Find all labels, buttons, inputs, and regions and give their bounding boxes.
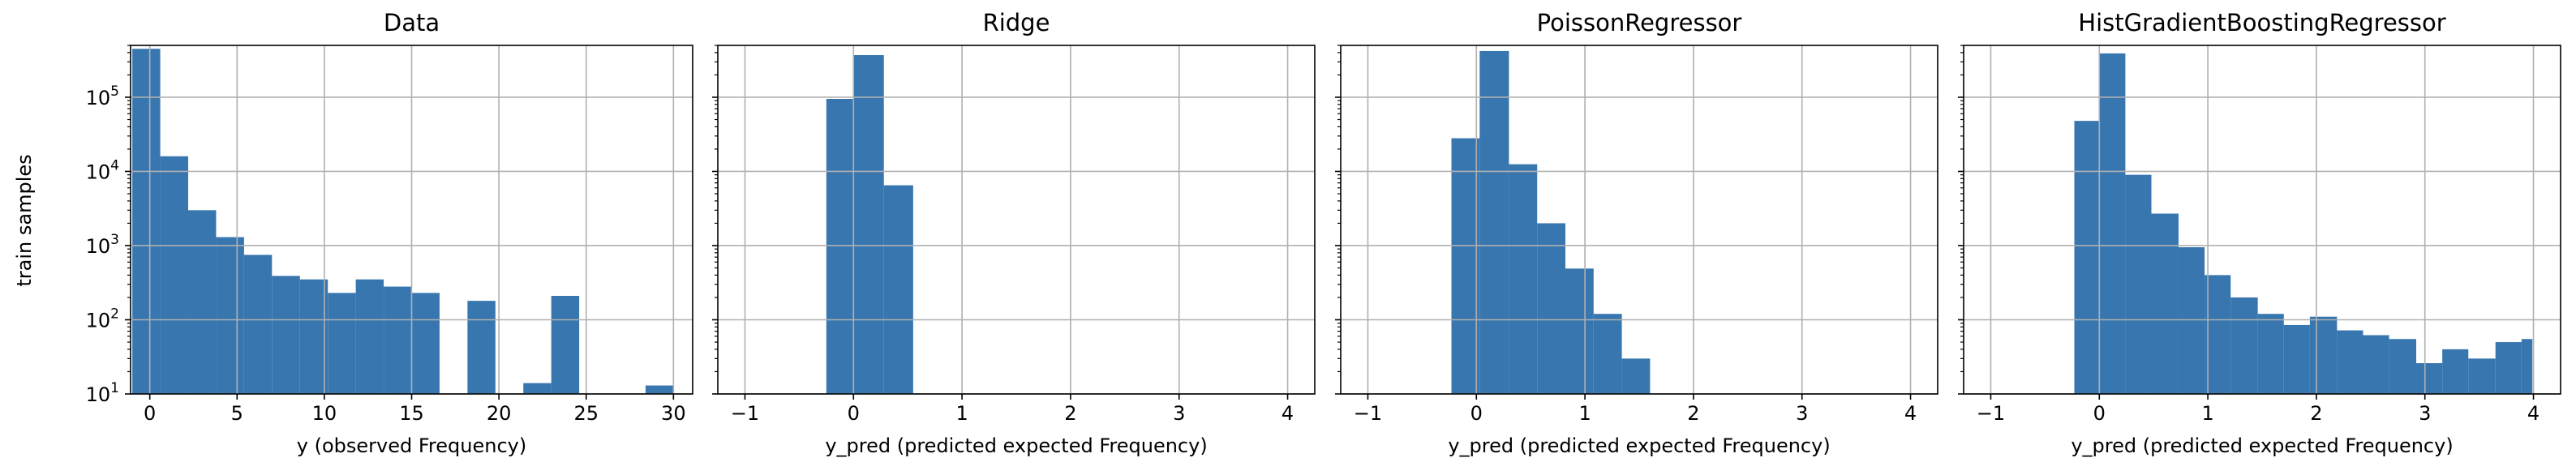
x-tick-label: 25 [573, 402, 599, 425]
histogram-bar [2389, 339, 2417, 394]
histogram-bar [2468, 358, 2496, 394]
x-tick-label: 4 [1904, 402, 1917, 425]
histogram-bar [384, 286, 412, 394]
histogram-bar [2283, 324, 2310, 394]
x-tick-label: 2 [1687, 402, 1699, 425]
x-tick-label: 5 [231, 402, 243, 425]
subplot-3: −1 0 1 2 3 4 PoissonRegressor y_pred (predicted… [1335, 9, 1938, 457]
histogram-bar [160, 156, 189, 394]
x-tick-label: 20 [487, 402, 512, 425]
y-tick-label: 101 [86, 380, 119, 406]
histogram-bar [2151, 213, 2179, 394]
subplot-title: Data [384, 9, 440, 36]
histogram-bar [467, 301, 496, 394]
axes-frame [1340, 45, 1938, 395]
x-tick-label: 0 [848, 402, 860, 425]
histogram-bar [132, 49, 161, 394]
grid-lines [131, 45, 693, 395]
histogram-bars [1451, 50, 1651, 394]
histogram-bar [1593, 314, 1622, 394]
x-tick-label: 30 [661, 402, 686, 425]
histogram-bar [826, 99, 854, 394]
x-tick-label: 4 [1282, 402, 1294, 425]
x-axis-label: y_pred (predicted expected Frequency) [825, 434, 1207, 457]
histogram-bars [826, 54, 913, 394]
x-tick-label: 0 [144, 402, 156, 425]
histogram-bars [132, 49, 674, 394]
histogram-bar [2099, 53, 2126, 394]
x-tick-label: −1 [1977, 402, 2005, 425]
x-tick-label: 0 [1470, 402, 1483, 425]
x-tick-label: 1 [2201, 402, 2213, 425]
subplot-4: −1 0 1 2 3 4 HistGradientBoostingRegressor y_pr… [1958, 9, 2561, 457]
x-tick-label: 2 [1064, 402, 1076, 425]
x-tick-label: 1 [1578, 402, 1591, 425]
subplot-title: Ridge [983, 9, 1050, 36]
histogram-bar [411, 293, 440, 394]
histogram-bar [1565, 268, 1594, 394]
x-tick-label: 3 [1173, 402, 1185, 425]
y-tick-label: 105 [86, 83, 119, 109]
y-axis-label: train samples [13, 154, 36, 286]
subplot-1: 0 5 10 15 20 25 30 101 102 103 104 105 Data y (observ… [86, 9, 693, 457]
subplot-2: −1 0 1 2 3 4 Ridge y_pred (predicted expected F… [712, 9, 1316, 457]
histogram-bar [328, 293, 356, 394]
histogram-bar [2205, 275, 2231, 394]
x-tick-label: 4 [2527, 402, 2540, 425]
histogram-bars [2074, 53, 2533, 394]
x-tick-label: 1 [955, 402, 968, 425]
grid-lines [1341, 45, 1938, 395]
x-tick-label: 15 [399, 402, 424, 425]
histogram-bar [551, 296, 580, 394]
histogram-bar [2495, 342, 2522, 394]
histogram-bar [2178, 247, 2205, 394]
histogram-bar [2309, 316, 2338, 394]
histogram-bar [1451, 138, 1480, 394]
histogram-bar [216, 237, 244, 394]
histogram-bar [2521, 339, 2533, 394]
histogram-bar [523, 383, 552, 394]
x-tick-label: 2 [2310, 402, 2322, 425]
histogram-bar [2230, 297, 2258, 394]
x-tick-label: 10 [312, 402, 337, 425]
axes-frame [717, 45, 1316, 395]
histogram-bar [883, 185, 913, 394]
histogram-bar [1479, 50, 1509, 394]
x-tick-label: 0 [2093, 402, 2106, 425]
axes-frame [1963, 45, 2561, 395]
y-tick-label: 103 [86, 232, 119, 258]
histogram-bar [355, 279, 384, 394]
histogram-bar [2257, 314, 2284, 394]
x-tick-label: −1 [1354, 402, 1382, 425]
x-axis-label: y (observed Frequency) [297, 434, 526, 457]
histogram-bar [1509, 164, 1538, 394]
histogram-bar [2337, 330, 2363, 394]
histogram-bar [2442, 349, 2469, 394]
histogram-bar [853, 54, 884, 394]
x-tick-label: 3 [2419, 402, 2431, 425]
histogram-bar [299, 279, 328, 394]
x-tick-label: 3 [1796, 402, 1808, 425]
histogram-bar [2363, 335, 2389, 394]
histogram-bar [243, 255, 273, 394]
histogram-bar [272, 276, 300, 394]
histogram-bar [2074, 121, 2100, 394]
grid-lines [718, 45, 1315, 395]
histogram-bar [2125, 174, 2152, 394]
subplot-title: HistGradientBoostingRegressor [2078, 9, 2445, 36]
y-tick-label: 102 [86, 306, 119, 332]
y-tick-label: 104 [86, 157, 119, 183]
histogram-bar [645, 385, 674, 394]
subplot-title: PoissonRegressor [1537, 9, 1742, 36]
histogram-bar [1537, 223, 1565, 394]
x-axis-label: y_pred (predicted expected Frequency) [1448, 434, 1830, 457]
histogram-bar [2416, 363, 2443, 394]
histogram-bar [1621, 358, 1651, 394]
x-tick-label: −1 [731, 402, 759, 425]
histogram-bar [188, 210, 217, 394]
x-axis-label: y_pred (predicted expected Frequency) [2071, 434, 2453, 457]
